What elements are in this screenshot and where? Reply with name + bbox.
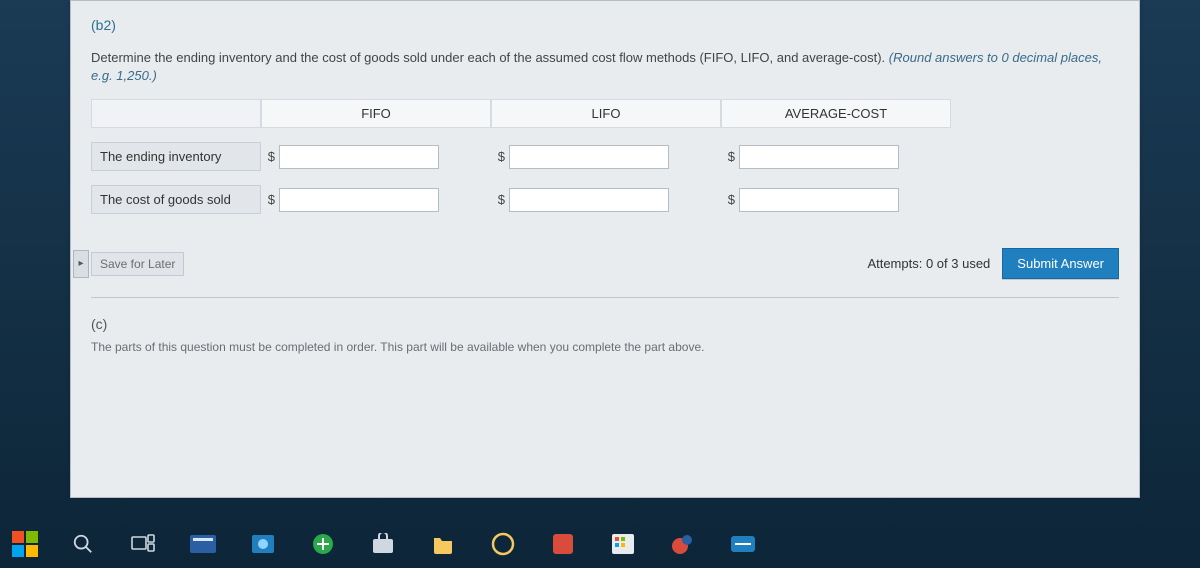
instructions-main: Determine the ending inventory and the c… bbox=[91, 50, 885, 65]
app-icon bbox=[730, 533, 756, 555]
input-ending-fifo[interactable] bbox=[279, 145, 439, 169]
instructions: Determine the ending inventory and the c… bbox=[91, 49, 1119, 85]
task-view-button[interactable] bbox=[126, 527, 160, 561]
input-cogs-lifo[interactable] bbox=[509, 188, 669, 212]
input-ending-lifo[interactable] bbox=[509, 145, 669, 169]
cell-cogs-lifo: $ bbox=[491, 188, 721, 212]
app-icon bbox=[311, 532, 335, 556]
part-label-c: (c) bbox=[91, 316, 1119, 332]
currency-symbol: $ bbox=[721, 149, 735, 164]
taskbar-app-8[interactable] bbox=[606, 527, 640, 561]
currency-symbol: $ bbox=[491, 192, 505, 207]
taskbar-app-2[interactable] bbox=[246, 527, 280, 561]
question-panel: (b2) Determine the ending inventory and … bbox=[70, 0, 1140, 498]
app-icon bbox=[250, 533, 276, 555]
taskbar-app-5[interactable] bbox=[426, 527, 460, 561]
task-view-icon bbox=[131, 534, 155, 554]
input-ending-avg[interactable] bbox=[739, 145, 899, 169]
taskbar-app-3[interactable] bbox=[306, 527, 340, 561]
taskbar bbox=[0, 520, 1200, 568]
save-for-later-button[interactable]: Save for Later bbox=[91, 252, 184, 276]
input-cogs-avg[interactable] bbox=[739, 188, 899, 212]
app-icon bbox=[190, 533, 216, 555]
input-cogs-fifo[interactable] bbox=[279, 188, 439, 212]
row-label-ending-inventory: The ending inventory bbox=[91, 142, 261, 171]
taskbar-app-9[interactable] bbox=[666, 527, 700, 561]
attempts-text: Attempts: 0 of 3 used bbox=[867, 256, 990, 271]
cell-cogs-avg: $ bbox=[721, 188, 951, 212]
cell-ending-lifo: $ bbox=[491, 145, 721, 169]
currency-symbol: $ bbox=[261, 149, 275, 164]
cell-cogs-fifo: $ bbox=[261, 188, 491, 212]
taskbar-app-7[interactable] bbox=[546, 527, 580, 561]
action-row: ▸ Save for Later Attempts: 0 of 3 used S… bbox=[91, 248, 1119, 298]
app-icon bbox=[611, 533, 635, 555]
part-c-locked-msg: The parts of this question must be compl… bbox=[91, 340, 1119, 354]
row-label-cogs: The cost of goods sold bbox=[91, 185, 261, 214]
cell-ending-avg: $ bbox=[721, 145, 951, 169]
currency-symbol: $ bbox=[491, 149, 505, 164]
taskbar-app-1[interactable] bbox=[186, 527, 220, 561]
cell-ending-fifo: $ bbox=[261, 145, 491, 169]
folder-icon bbox=[432, 532, 454, 556]
search-button[interactable] bbox=[66, 527, 100, 561]
app-icon bbox=[670, 532, 696, 556]
col-header-avg: AVERAGE-COST bbox=[721, 99, 951, 128]
app-icon bbox=[552, 533, 574, 555]
chevron-right-icon: ▸ bbox=[78, 258, 83, 269]
taskbar-app-10[interactable] bbox=[726, 527, 760, 561]
start-button[interactable] bbox=[10, 529, 40, 559]
part-label-b2: (b2) bbox=[91, 17, 1119, 33]
taskbar-app-4[interactable] bbox=[366, 527, 400, 561]
collapse-toggle[interactable]: ▸ bbox=[73, 250, 89, 278]
currency-symbol: $ bbox=[261, 192, 275, 207]
action-row-inner: ▸ Save for Later Attempts: 0 of 3 used S… bbox=[91, 248, 1119, 279]
col-header-lifo: LIFO bbox=[491, 99, 721, 128]
search-icon bbox=[72, 533, 94, 555]
taskbar-app-6[interactable] bbox=[486, 527, 520, 561]
col-header-fifo: FIFO bbox=[261, 99, 491, 128]
store-icon bbox=[371, 533, 395, 555]
answer-table: FIFO LIFO AVERAGE-COST The ending invent… bbox=[91, 99, 1119, 214]
table-header-spacer bbox=[91, 99, 261, 128]
submit-answer-button[interactable]: Submit Answer bbox=[1002, 248, 1119, 279]
currency-symbol: $ bbox=[721, 192, 735, 207]
windows-icon bbox=[12, 531, 38, 557]
part-c-locked: (c) The parts of this question must be c… bbox=[91, 316, 1119, 354]
browser-icon bbox=[491, 532, 515, 556]
